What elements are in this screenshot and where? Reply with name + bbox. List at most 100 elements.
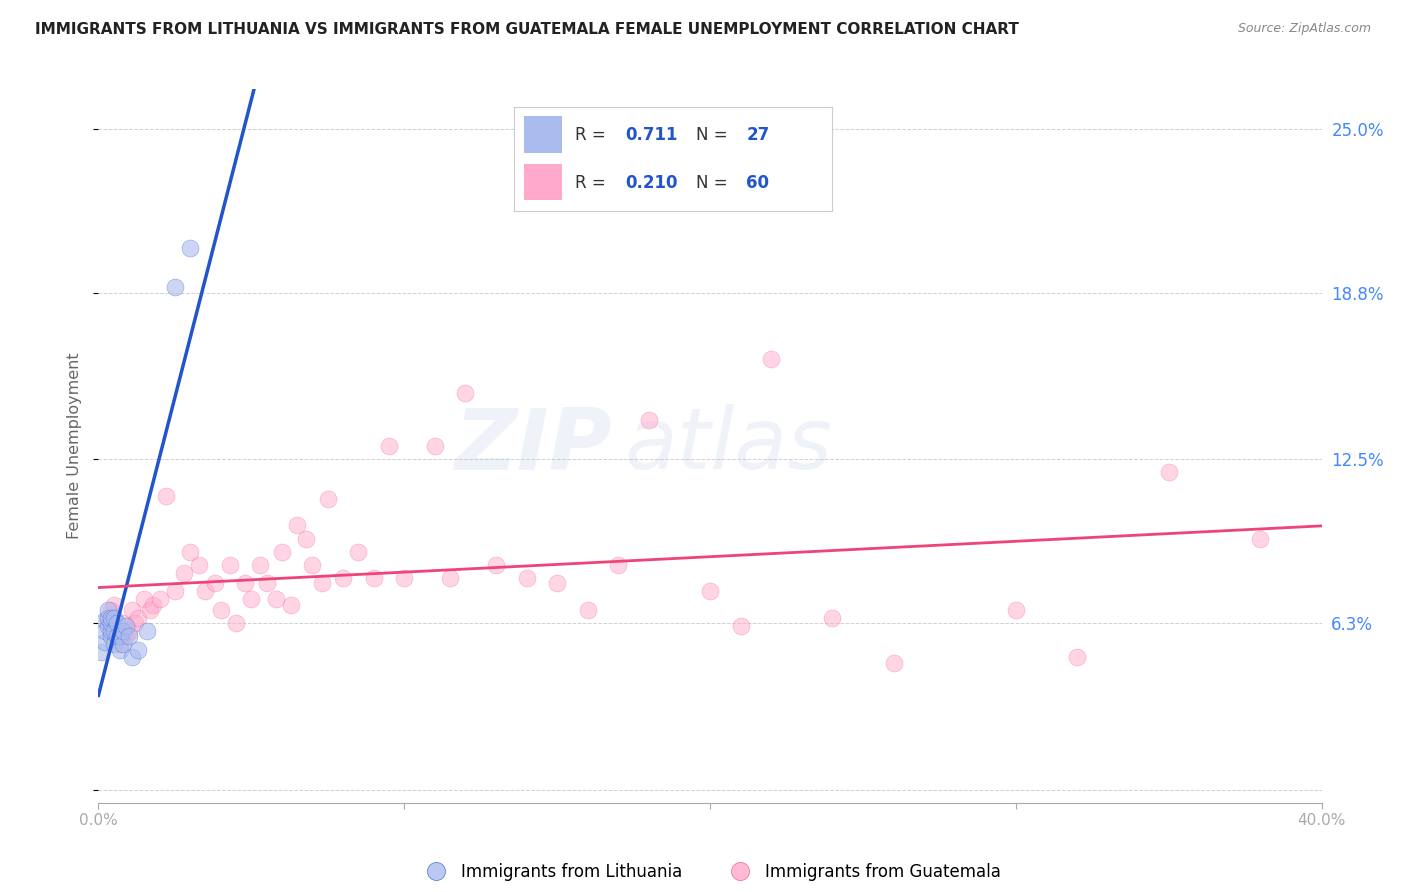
Point <box>100 603 122 617</box>
Point <box>311 576 333 591</box>
Point <box>188 558 211 572</box>
Point <box>103 637 125 651</box>
Point <box>97 611 120 625</box>
Text: N =: N = <box>696 126 733 144</box>
Point <box>607 558 630 572</box>
Point <box>118 629 141 643</box>
Point <box>179 545 201 559</box>
Text: R =: R = <box>575 174 610 192</box>
Point <box>270 545 292 559</box>
Point <box>280 598 302 612</box>
Text: IMMIGRANTS FROM LITHUANIA VS IMMIGRANTS FROM GUATEMALA FEMALE UNEMPLOYMENT CORRE: IMMIGRANTS FROM LITHUANIA VS IMMIGRANTS … <box>35 22 1019 37</box>
Point <box>179 241 201 255</box>
Point <box>1157 466 1180 480</box>
Point <box>163 280 186 294</box>
Point <box>264 592 287 607</box>
Point <box>103 624 125 638</box>
Point <box>97 618 120 632</box>
Point <box>173 566 195 580</box>
Legend: Immigrants from Lithuania, Immigrants from Guatemala: Immigrants from Lithuania, Immigrants fr… <box>412 856 1008 888</box>
Text: N =: N = <box>696 174 733 192</box>
Point <box>111 624 134 638</box>
Point <box>363 571 385 585</box>
Text: ZIP: ZIP <box>454 404 612 488</box>
Point <box>155 489 177 503</box>
Point <box>100 611 122 625</box>
Text: Source: ZipAtlas.com: Source: ZipAtlas.com <box>1237 22 1371 36</box>
Point <box>316 491 339 506</box>
Point <box>136 624 159 638</box>
Point <box>100 629 122 643</box>
Point <box>111 637 134 651</box>
Point <box>108 629 131 643</box>
Point <box>108 642 131 657</box>
Point <box>240 592 263 607</box>
Point <box>699 584 721 599</box>
Point <box>103 611 125 625</box>
Point <box>233 576 256 591</box>
Point <box>516 571 538 585</box>
Point <box>115 618 138 632</box>
Point <box>90 645 112 659</box>
Point <box>97 611 120 625</box>
Text: 60: 60 <box>747 174 769 192</box>
Point <box>454 386 477 401</box>
Point <box>100 624 122 638</box>
Point <box>637 412 661 426</box>
Point <box>821 611 844 625</box>
Point <box>730 618 752 632</box>
Point <box>105 624 128 638</box>
Point <box>759 351 782 366</box>
Point <box>100 616 122 631</box>
Point <box>105 629 128 643</box>
Point <box>378 439 401 453</box>
Text: 27: 27 <box>747 126 769 144</box>
Point <box>1004 603 1026 617</box>
Text: 0.210: 0.210 <box>626 174 678 192</box>
Point <box>121 650 143 665</box>
Text: atlas: atlas <box>624 404 832 488</box>
Point <box>301 558 323 572</box>
Point <box>285 518 308 533</box>
Point <box>163 584 186 599</box>
Point <box>485 558 508 572</box>
Point <box>249 558 271 572</box>
Point <box>103 598 125 612</box>
Y-axis label: Female Unemployment: Female Unemployment <box>67 352 83 540</box>
Point <box>127 611 149 625</box>
Point <box>883 656 905 670</box>
Point <box>111 616 134 631</box>
Point <box>124 616 146 631</box>
Point <box>225 616 247 631</box>
Point <box>118 624 141 638</box>
Bar <box>524 164 562 200</box>
Point <box>105 616 128 631</box>
Point <box>332 571 354 585</box>
Point <box>347 545 370 559</box>
Point <box>256 576 278 591</box>
Point <box>134 592 156 607</box>
Point <box>121 603 143 617</box>
Point <box>127 642 149 657</box>
Point <box>219 558 242 572</box>
Point <box>546 576 568 591</box>
Point <box>149 592 172 607</box>
Point <box>142 598 165 612</box>
Text: R =: R = <box>575 126 610 144</box>
Point <box>97 603 120 617</box>
Point <box>1249 532 1271 546</box>
Point <box>194 584 217 599</box>
Point <box>115 629 138 643</box>
Text: 0.711: 0.711 <box>626 126 678 144</box>
Point <box>392 571 416 585</box>
Point <box>209 603 232 617</box>
Point <box>423 439 446 453</box>
Point <box>204 576 226 591</box>
Bar <box>524 116 562 153</box>
Point <box>93 624 115 638</box>
Point <box>139 603 162 617</box>
Point <box>1066 650 1088 665</box>
Point <box>108 637 131 651</box>
Point <box>93 614 115 628</box>
Point <box>295 532 318 546</box>
